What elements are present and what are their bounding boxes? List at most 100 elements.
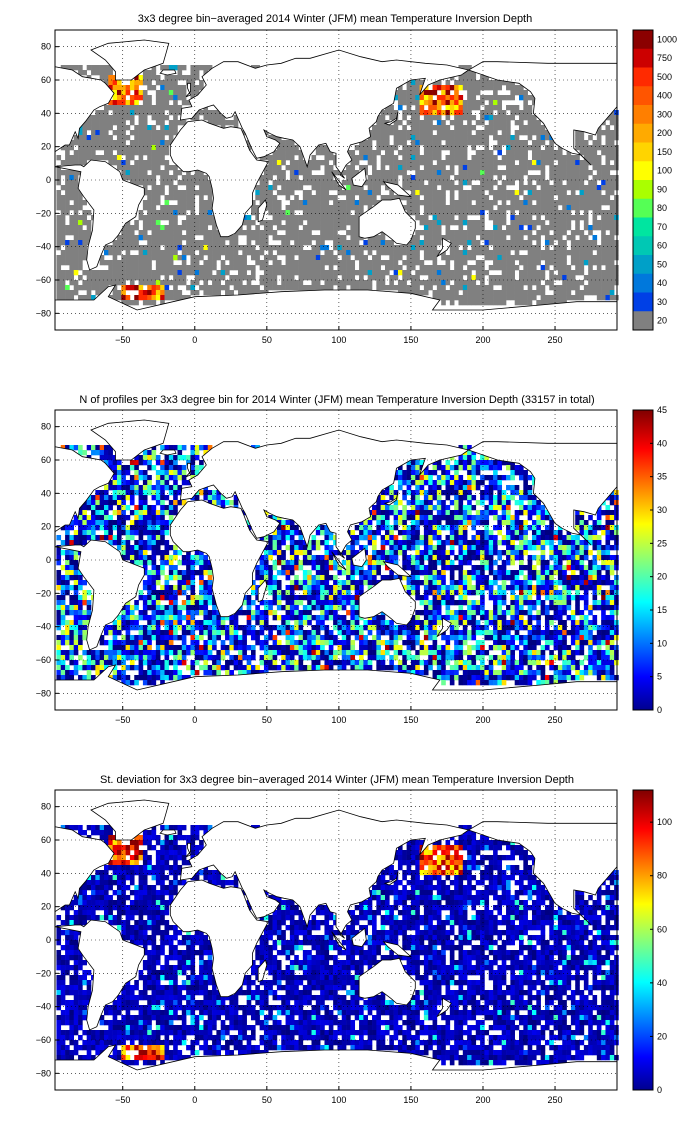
heatmap-cell: [497, 240, 503, 246]
heatmap-cell: [142, 235, 148, 241]
heatmap-cell: [415, 90, 420, 96]
heatmap-cell: [372, 260, 377, 266]
heatmap-cell: [436, 505, 442, 511]
heatmap-cell: [510, 220, 515, 226]
heatmap-cell: [255, 235, 260, 241]
heatmap-cell: [441, 180, 446, 186]
heatmap-cell: [116, 540, 122, 546]
heatmap-cell: [493, 170, 498, 176]
heatmap-cell: [333, 160, 338, 166]
heatmap-cell: [164, 100, 170, 106]
heatmap-cell: [60, 260, 66, 266]
heatmap-cell: [255, 255, 260, 261]
y-tick-label: 60: [41, 75, 51, 85]
heatmap-cell: [103, 65, 109, 71]
heatmap-cell: [285, 145, 291, 151]
heatmap-cell: [402, 525, 407, 531]
heatmap-cell: [523, 280, 528, 286]
heatmap-cell: [121, 150, 126, 156]
heatmap-cell: [423, 495, 429, 501]
heatmap-cell: [86, 280, 92, 286]
heatmap-cell: [475, 220, 481, 226]
heatmap-cell: [449, 210, 455, 216]
heatmap-cell: [428, 160, 433, 166]
heatmap-cell: [69, 65, 75, 71]
heatmap-cell: [432, 180, 438, 186]
heatmap-cell: [592, 185, 598, 191]
heatmap-cell: [467, 235, 472, 241]
heatmap-cell: [116, 260, 122, 266]
heatmap-cell: [605, 220, 611, 226]
heatmap-cell: [380, 125, 386, 131]
heatmap-cell: [272, 180, 278, 186]
heatmap-cell: [207, 210, 213, 216]
heatmap-cell: [441, 465, 446, 471]
heatmap-cell: [596, 210, 602, 216]
heatmap-cell: [415, 115, 420, 121]
heatmap-cell: [488, 160, 494, 166]
heatmap-cell: [497, 490, 503, 496]
heatmap-cell: [138, 460, 144, 466]
heatmap-cell: [389, 485, 394, 491]
heatmap-cell: [497, 500, 503, 506]
heatmap-cell: [268, 175, 273, 181]
heatmap-cell: [557, 210, 563, 216]
heatmap-cell: [536, 220, 541, 226]
heatmap-cell: [475, 480, 481, 486]
heatmap-cell: [497, 300, 503, 306]
heatmap-cell: [78, 540, 83, 546]
heatmap-cell: [346, 255, 351, 261]
heatmap-cell: [406, 90, 412, 96]
heatmap-cell: [462, 245, 468, 251]
heatmap-cell: [199, 85, 204, 91]
heatmap-cell: [276, 540, 282, 546]
heatmap-cell: [350, 545, 356, 551]
heatmap-cell: [263, 260, 269, 266]
heatmap-cell: [138, 500, 144, 506]
colorbar-swatch: [633, 161, 653, 181]
heatmap-cell: [380, 160, 386, 166]
heatmap-cell: [592, 540, 598, 546]
heatmap-cell: [514, 195, 520, 201]
colorbar-swatch: [633, 48, 653, 68]
heatmap-cell: [125, 490, 131, 496]
heatmap-cell: [540, 165, 546, 171]
heatmap-cell: [488, 540, 494, 546]
heatmap-cell: [493, 535, 498, 541]
heatmap-cell: [454, 100, 459, 106]
heatmap-cell: [415, 470, 420, 476]
heatmap-cell: [194, 465, 200, 471]
heatmap-cell: [562, 250, 567, 256]
heatmap-cell: [186, 285, 191, 291]
heatmap-cell: [333, 275, 338, 281]
heatmap-cell: [510, 115, 515, 121]
heatmap-cell: [493, 540, 498, 546]
heatmap-cell: [125, 260, 131, 266]
heatmap-cell: [441, 85, 446, 91]
heatmap-cell: [609, 240, 615, 246]
heatmap-cell: [384, 195, 390, 201]
heatmap-cell: [583, 525, 589, 531]
heatmap-cell: [441, 285, 446, 291]
heatmap-cell: [60, 445, 66, 451]
heatmap-cell: [458, 540, 464, 546]
heatmap-cell: [467, 175, 472, 181]
heatmap-cell: [514, 485, 520, 491]
heatmap-cell: [320, 145, 325, 151]
heatmap-cell: [116, 135, 122, 141]
heatmap-cell: [138, 165, 144, 171]
heatmap-cell: [238, 260, 243, 266]
heatmap-cell: [311, 260, 317, 266]
heatmap-cell: [324, 150, 330, 156]
heatmap-cell: [307, 220, 312, 226]
heatmap-cell: [432, 265, 438, 271]
heatmap-cell: [359, 165, 364, 171]
heatmap-cell: [467, 270, 472, 276]
heatmap-cell: [212, 115, 217, 121]
colorbar-swatch: [633, 180, 653, 200]
heatmap-cell: [311, 220, 317, 226]
heatmap-cell: [458, 490, 464, 496]
heatmap-cell: [566, 150, 572, 156]
heatmap-cell: [56, 285, 62, 291]
heatmap-cell: [467, 205, 472, 211]
